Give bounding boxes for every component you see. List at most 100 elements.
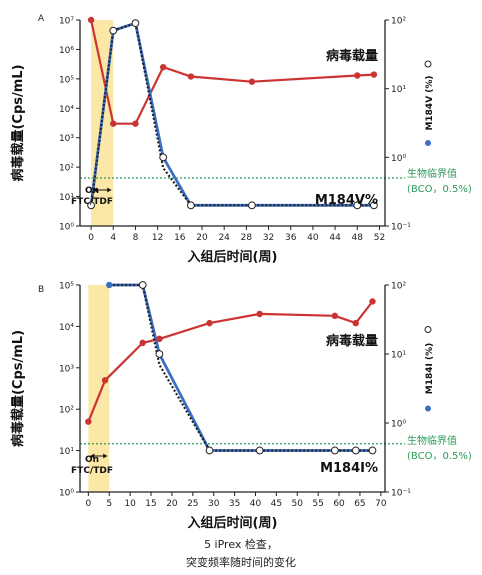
mutation-freq-point	[109, 26, 118, 35]
caption-line-1: 5 iPrex 检查，	[204, 538, 278, 551]
y-tick-label-right: 10⁻¹	[391, 489, 411, 499]
mutation-freq-point	[370, 201, 378, 210]
viral-load-point	[370, 71, 378, 78]
viral-load-point	[369, 298, 376, 305]
panel-label: A	[38, 14, 45, 24]
x-tick-label: 25	[187, 499, 198, 509]
right-axis-title: M184V (%)	[425, 75, 435, 130]
on-drug-label: On	[85, 186, 99, 196]
x-tick-label: 48	[352, 233, 364, 243]
arrow-head-left	[93, 187, 98, 193]
x-tick-label: 40	[307, 233, 319, 243]
drug-name-label: FTC/TDF	[71, 197, 113, 207]
viral-load-label: 病毒载量	[326, 48, 378, 64]
mutation-freq-point	[248, 201, 256, 210]
mutation-freq-point	[159, 153, 168, 162]
y-tick-label-right: 10²	[391, 17, 406, 27]
y-tick-label-left: 10²	[59, 406, 74, 416]
x-tick-label: 40	[250, 499, 262, 509]
x-tick-label: 16	[174, 233, 186, 243]
caption-line-2: 突变频率随时间的变化	[186, 556, 296, 569]
y-tick-label-left: 10⁰	[59, 489, 74, 499]
x-tick-label: 45	[271, 499, 282, 509]
x-tick-label: 10	[124, 499, 136, 509]
x-tick-label: 20	[166, 499, 178, 509]
arrow-head-right	[107, 187, 112, 193]
viral-load-point	[206, 319, 213, 327]
x-tick-label: 60	[333, 499, 345, 509]
right-axis-title: M184I (%)	[425, 343, 435, 394]
arrow-head-right	[103, 453, 108, 459]
y-tick-label-left: 10⁵	[59, 282, 74, 292]
viral-load-label: 病毒载量	[326, 333, 378, 349]
x-axis-title: 入组后时间(周)	[188, 515, 278, 531]
threshold-label: 生物临界值	[407, 434, 457, 447]
mutation-label: M184V%	[315, 193, 378, 208]
x-tick-label: 20	[196, 233, 208, 243]
viral-load-point	[354, 72, 361, 79]
y-tick-label-left: 10⁵	[59, 75, 74, 85]
y-tick-label-left: 10³	[59, 364, 74, 374]
legend-filled-marker	[425, 140, 431, 146]
x-axis-title: 入组后时间(周)	[188, 249, 278, 265]
viral-load-point	[85, 418, 92, 425]
mutation-freq-point	[106, 281, 113, 289]
viral-load-line	[87, 300, 374, 423]
y-tick-label-left: 10¹	[59, 447, 74, 457]
y-tick-label-right: 10⁻¹	[391, 223, 411, 233]
x-tick-label: 55	[312, 499, 323, 509]
x-tick-label: 4	[110, 233, 116, 243]
y-tick-label-right: 10¹	[391, 85, 406, 95]
viral-load-point	[352, 319, 359, 327]
y-axis-title: 病毒载量(Cps/mL)	[10, 64, 26, 181]
x-tick-label: 0	[85, 499, 91, 509]
y-tick-label-left: 10⁴	[59, 323, 74, 333]
y-tick-label-right: 10²	[391, 282, 406, 292]
viral-load-point	[101, 377, 109, 384]
x-tick-label: 32	[263, 233, 274, 243]
mutation-freq-point	[138, 281, 147, 289]
arrow-head-left	[90, 453, 95, 459]
mutation-freq-point	[351, 446, 360, 455]
x-tick-label: 12	[152, 233, 163, 243]
y-tick-label-left: 10²	[59, 164, 74, 174]
viral-load-point	[248, 78, 256, 85]
treatment-shade	[88, 285, 110, 492]
x-tick-label: 5	[106, 499, 112, 509]
viral-load-point	[187, 73, 195, 80]
mutation-freq-point	[131, 19, 140, 28]
x-tick-label: 15	[145, 499, 156, 509]
y-tick-label-left: 10⁰	[59, 223, 74, 233]
viral-load-point	[331, 312, 339, 320]
x-tick-label: 70	[375, 499, 387, 509]
drug-name-label: FTC/TDF	[71, 466, 113, 476]
mutation-label: M184I%	[320, 461, 378, 476]
x-tick-label: 50	[292, 499, 304, 509]
x-tick-label: 44	[329, 233, 341, 243]
viral-load-point	[256, 310, 263, 318]
mutation-dotted-line	[90, 21, 374, 207]
x-tick-label: 28	[241, 233, 253, 243]
threshold-value-label: (BCO，0.5%)	[407, 184, 472, 195]
on-drug-label: On	[85, 455, 99, 465]
viral-load-point	[159, 63, 167, 71]
x-tick-label: 52	[374, 233, 385, 243]
legend-open-marker	[424, 326, 432, 333]
mutation-freq-point	[368, 446, 377, 455]
viral-load-line	[90, 19, 374, 125]
mutation-freq-point	[205, 446, 214, 455]
threshold-label: 生物临界值	[407, 167, 457, 180]
x-tick-label: 65	[354, 499, 365, 509]
viral-load-point	[87, 16, 95, 24]
y-tick-label-right: 10¹	[391, 351, 406, 361]
viral-load-point	[110, 120, 117, 127]
mutation-freq-point	[353, 201, 362, 210]
viral-load-point	[139, 339, 146, 347]
mutation-freq-point	[155, 350, 164, 358]
mutation-freq-point	[330, 446, 339, 455]
viral-load-point	[132, 120, 139, 127]
viral-load-point	[156, 335, 163, 343]
y-tick-label-left: 10⁴	[59, 105, 74, 115]
y-tick-label-right: 10⁰	[391, 154, 406, 164]
